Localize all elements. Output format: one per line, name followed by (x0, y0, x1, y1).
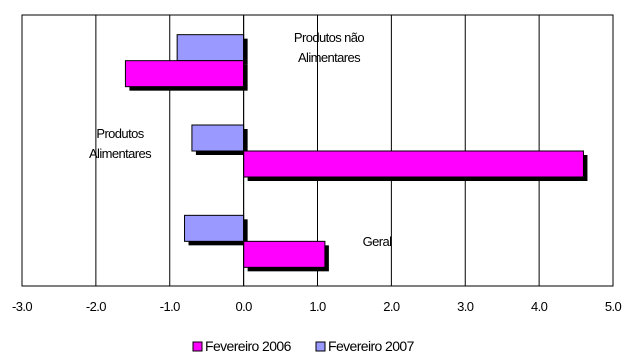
bar-fevereiro-2006-geral (243, 240, 326, 268)
legend-label-fevereiro-2007: Fevereiro 2007 (328, 338, 415, 354)
category-label-line: Produtos (96, 126, 144, 141)
legend-label-fevereiro-2006: Fevereiro 2006 (205, 338, 292, 354)
category-label-geral: Geral (363, 234, 393, 249)
category-label-produtos-nao-alimentares: Produtos não Alimentares (294, 30, 365, 65)
category-label-line: Produtos não (294, 30, 365, 45)
x-tick-label-5-0: 5.0 (605, 299, 622, 314)
category-label-line: Alimentares (89, 146, 152, 161)
bar-fevereiro-2007-produtos-alimentares (191, 124, 245, 152)
x-tick-label-4-0: 4.0 (531, 299, 548, 314)
x-tick-label-3-0: 3.0 (457, 299, 474, 314)
x-tick-label-0-0: 0.0 (235, 299, 252, 314)
category-labels: Produtos não Alimentares Produtos Alimentar… (89, 30, 393, 249)
bars (124, 34, 588, 272)
bar-fevereiro-2007-geral (184, 214, 245, 242)
legend-swatch-fevereiro-2007 (315, 341, 326, 352)
legend-swatch-fevereiro-2006 (192, 341, 203, 352)
x-tick-label-2-0: -2.0 (86, 299, 106, 314)
bar-fevereiro-2006-produtos-nao-alimentares (124, 60, 245, 88)
category-label-line: Alimentares (298, 50, 361, 65)
category-label-line: Geral (363, 234, 393, 249)
bar-fevereiro-2007-produtos-nao-alimentares (176, 34, 245, 62)
x-tick-label-1-0: 1.0 (309, 299, 326, 314)
category-label-produtos-alimentares: Produtos Alimentares (89, 126, 152, 161)
x-axis-tick-labels: -3.0 -2.0 -1.0 0.0 1.0 2.0 3.0 4.0 5.0 (12, 299, 622, 314)
bar-fevereiro-2006-produtos-alimentares (243, 150, 584, 178)
x-tick-label-2-0: 2.0 (383, 299, 400, 314)
plot-area-frame (21, 14, 614, 287)
legend: Fevereiro 2006 Fevereiro 2007 (192, 338, 415, 354)
x-tick-label-3-0: -3.0 (12, 299, 32, 314)
x-tick-label-1-0: -1.0 (160, 299, 180, 314)
